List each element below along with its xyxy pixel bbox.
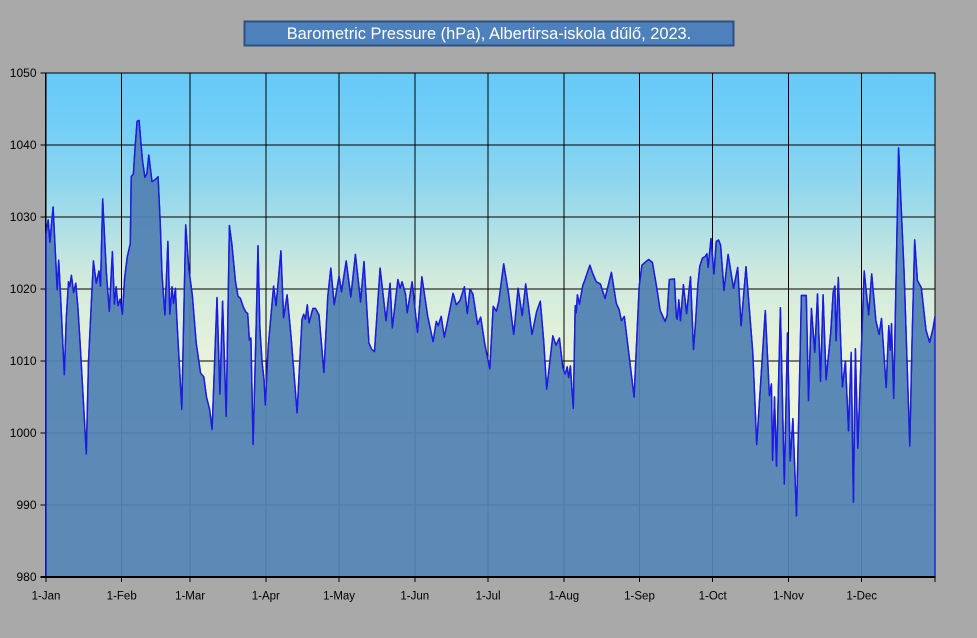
svg-text:1-Jan: 1-Jan — [32, 591, 61, 603]
svg-text:1-Mar: 1-Mar — [175, 591, 205, 603]
svg-text:Barometric Pressure (hPa), Alb: Barometric Pressure (hPa), Albertirsa-is… — [287, 25, 691, 43]
svg-text:980: 980 — [16, 570, 36, 584]
svg-text:1-Dec: 1-Dec — [846, 591, 877, 603]
svg-text:1-Jul: 1-Jul — [476, 591, 501, 603]
svg-text:1040: 1040 — [10, 138, 37, 152]
svg-text:1-Apr: 1-Apr — [252, 591, 280, 603]
svg-text:1-Jun: 1-Jun — [400, 591, 429, 603]
svg-text:1000: 1000 — [10, 426, 37, 440]
svg-text:1-Oct: 1-Oct — [699, 591, 728, 603]
svg-text:1020: 1020 — [10, 282, 37, 296]
svg-text:1-Nov: 1-Nov — [773, 591, 804, 603]
svg-text:1050: 1050 — [10, 66, 37, 80]
svg-text:1-May: 1-May — [323, 591, 355, 603]
svg-text:1-Feb: 1-Feb — [107, 591, 137, 603]
svg-text:1010: 1010 — [10, 354, 37, 368]
svg-text:1-Aug: 1-Aug — [548, 591, 579, 603]
svg-text:990: 990 — [16, 498, 36, 512]
svg-text:1030: 1030 — [10, 210, 37, 224]
svg-text:1-Sep: 1-Sep — [624, 591, 655, 603]
